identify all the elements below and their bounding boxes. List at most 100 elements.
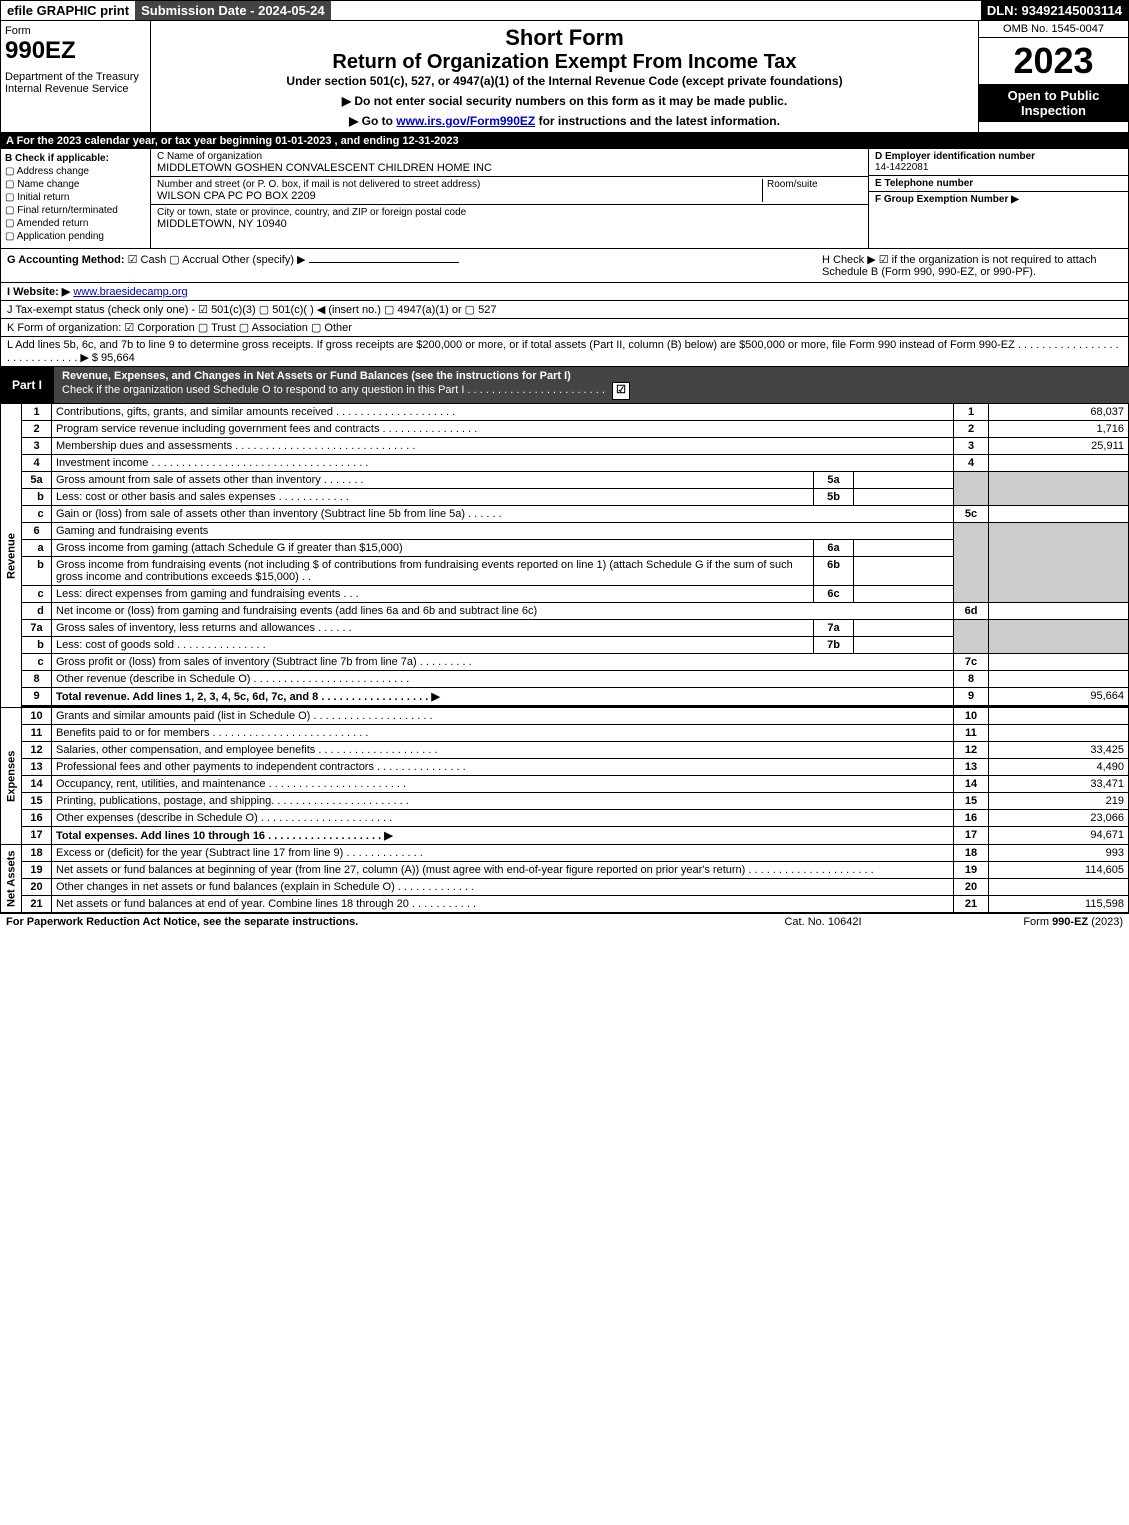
table-row: 5aGross amount from sale of assets other… [1,472,1129,489]
title-return: Return of Organization Exempt From Incom… [159,51,970,74]
l-amount: 95,664 [101,352,135,364]
table-row: 2Program service revenue including gover… [1,421,1129,438]
table-row: 6Gaming and fundraising events [1,523,1129,540]
table-row: 8Other revenue (describe in Schedule O) … [1,671,1129,688]
top-bar: efile GRAPHIC print Submission Date - 20… [0,0,1129,21]
instr-post: for instructions and the latest informat… [535,114,780,128]
vlabel-revenue: Revenue [1,404,22,708]
omb-number: OMB No. 1545-0047 [979,21,1128,38]
tel-label: E Telephone number [875,178,1122,189]
chk-name-change[interactable]: ▢ Name change [5,179,146,190]
part1-title-text: Revenue, Expenses, and Changes in Net As… [62,370,571,382]
line-rnum: 1 [954,404,989,421]
addr-value: WILSON CPA PC PO BOX 2209 [157,190,762,202]
table-row: cGross profit or (loss) from sales of in… [1,654,1129,671]
line-num: 1 [22,404,52,421]
table-row: 19Net assets or fund balances at beginni… [1,862,1129,879]
table-row: 20Other changes in net assets or fund ba… [1,879,1129,896]
vlabel-netassets: Net Assets [1,845,22,913]
table-row: 21Net assets or fund balances at end of … [1,896,1129,913]
instr-ssn: ▶ Do not enter social security numbers o… [159,94,970,108]
table-row: Expenses 10Grants and similar amounts pa… [1,708,1129,725]
org-name-label: C Name of organization [157,151,862,162]
submission-date: Submission Date - 2024-05-24 [135,1,331,20]
group-label: F Group Exemption Number ▶ [875,194,1122,205]
chk-final-return[interactable]: ▢ Final return/terminated [5,205,146,216]
org-name-cell: C Name of organization MIDDLETOWN GOSHEN… [151,149,868,177]
subtitle: Under section 501(c), 527, or 4947(a)(1)… [159,74,970,88]
org-name: MIDDLETOWN GOSHEN CONVALESCENT CHILDREN … [157,162,862,174]
city-label: City or town, state or province, country… [157,207,862,218]
lines-table: Revenue 1 Contributions, gifts, grants, … [0,403,1129,913]
table-row: 16Other expenses (describe in Schedule O… [1,810,1129,827]
footer: For Paperwork Reduction Act Notice, see … [0,913,1129,930]
g-other-line [309,262,459,263]
chk-application-pending[interactable]: ▢ Application pending [5,231,146,242]
section-bcdef: B Check if applicable: ▢ Address change … [0,149,1129,249]
h-check: H Check ▶ ☑ if the organization is not r… [822,253,1122,278]
dln-label: DLN: 93492145003114 [981,1,1128,20]
chk-initial-return[interactable]: ▢ Initial return [5,192,146,203]
instr-pre: ▶ Go to [349,114,396,128]
col-b-check: B Check if applicable: ▢ Address change … [1,149,151,248]
addr-label: Number and street (or P. O. box, if mail… [157,179,762,190]
i-label: I Website: ▶ [7,286,70,298]
table-row: 4Investment income . . . . . . . . . . .… [1,455,1129,472]
footer-cat: Cat. No. 10642I [723,916,923,928]
l-text: L Add lines 5b, 6c, and 7b to line 9 to … [7,339,1119,364]
group-cell: F Group Exemption Number ▶ [869,192,1128,248]
footer-right: Form 990-EZ (2023) [923,916,1123,928]
table-row: 17Total expenses. Add lines 10 through 1… [1,827,1129,845]
section-gh: G Accounting Method: ☑ Cash ▢ Accrual Ot… [0,249,1129,283]
part1-header: Part I Revenue, Expenses, and Changes in… [0,367,1129,403]
table-row: cGain or (loss) from sale of assets othe… [1,506,1129,523]
section-i: I Website: ▶ www.braesidecamp.org [0,283,1129,301]
tel-cell: E Telephone number [869,176,1128,192]
instr-goto: ▶ Go to www.irs.gov/Form990EZ for instru… [159,114,970,128]
ein-value: 14-1422081 [875,162,1122,173]
irs-link[interactable]: www.irs.gov/Form990EZ [396,114,535,128]
tax-year: 2023 [979,38,1128,84]
table-row: Net Assets 18Excess or (deficit) for the… [1,845,1129,862]
efile-label[interactable]: efile GRAPHIC print [1,1,135,20]
form-header: Form 990EZ Department of the Treasury In… [0,21,1129,133]
header-right: OMB No. 1545-0047 2023 Open to Public In… [978,21,1128,132]
table-row: 12Salaries, other compensation, and empl… [1,742,1129,759]
dept-label: Department of the Treasury Internal Reve… [5,71,146,95]
table-row: 11Benefits paid to or for members . . . … [1,725,1129,742]
g-other[interactable]: Other (specify) ▶ [222,254,306,266]
ein-cell: D Employer identification number 14-1422… [869,149,1128,176]
chk-address-change[interactable]: ▢ Address change [5,166,146,177]
table-row: 15Printing, publications, postage, and s… [1,793,1129,810]
title-short-form: Short Form [159,25,970,51]
table-row: 3Membership dues and assessments . . . .… [1,438,1129,455]
table-row: Revenue 1 Contributions, gifts, grants, … [1,404,1129,421]
part1-title: Revenue, Expenses, and Changes in Net As… [54,367,1129,403]
part1-checknote: Check if the organization used Schedule … [62,384,605,396]
footer-left: For Paperwork Reduction Act Notice, see … [6,916,723,928]
part1-label: Part I [0,375,54,395]
room-label: Room/suite [767,179,862,190]
section-j: J Tax-exempt status (check only one) - ☑… [0,301,1129,319]
table-row: 7aGross sales of inventory, less returns… [1,620,1129,637]
topbar-spacer [331,1,981,20]
table-row: dNet income or (loss) from gaming and fu… [1,603,1129,620]
g-label: G Accounting Method: [7,254,125,266]
addr-cell: Number and street (or P. O. box, if mail… [151,177,868,205]
vlabel-expenses: Expenses [1,708,22,845]
col-b-title: B Check if applicable: [5,153,146,164]
part1-checkbox[interactable]: ☑ [612,382,630,400]
website-link[interactable]: www.braesidecamp.org [73,286,187,298]
form-number: 990EZ [5,37,146,65]
row-a-tax-year: A For the 2023 calendar year, or tax yea… [0,133,1129,149]
chk-amended[interactable]: ▢ Amended return [5,218,146,229]
header-mid: Short Form Return of Organization Exempt… [151,21,978,132]
city-cell: City or town, state or province, country… [151,205,868,232]
ein-label: D Employer identification number [875,151,1122,162]
form-label: Form [5,25,146,37]
g-cash[interactable]: ☑ Cash [128,254,167,266]
line-amt: 68,037 [989,404,1129,421]
accounting-method: G Accounting Method: ☑ Cash ▢ Accrual Ot… [7,253,822,278]
city-value: MIDDLETOWN, NY 10940 [157,218,862,230]
g-accrual[interactable]: ▢ Accrual [169,254,219,266]
